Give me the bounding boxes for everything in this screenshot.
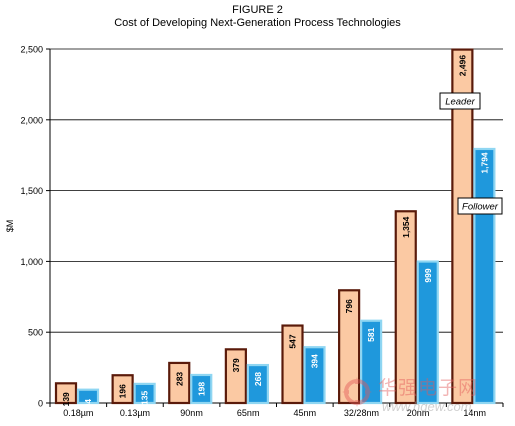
bar-leader (451, 48, 474, 405)
hqew-logo-icon (342, 377, 372, 407)
bar-leader (111, 374, 134, 405)
legend-box-follower (457, 197, 503, 215)
x-tick-label: 32/28nm (344, 408, 379, 418)
x-tick-label: 0.18µm (63, 408, 93, 418)
bar-follower (473, 147, 496, 405)
bar-follower (360, 319, 383, 405)
x-tick-label: 65nm (237, 408, 260, 418)
x-tick-label: 90nm (180, 408, 203, 418)
data-label-follower: 999 (423, 268, 433, 282)
data-label-leader: 547 (288, 334, 298, 348)
legend-box-leader (439, 92, 481, 110)
bar-follower (133, 382, 156, 405)
y-tick-label: 500 (28, 328, 43, 338)
y-tick-label: 0 (38, 399, 43, 409)
data-label-leader: 1,354 (401, 216, 411, 238)
y-tick-label: 2,000 (20, 115, 43, 125)
data-label-follower: 198 (196, 382, 206, 396)
bar-follower (76, 388, 100, 405)
y-tick-label: 1,000 (20, 257, 43, 267)
data-label-follower: 581 (366, 327, 376, 341)
data-label-follower: 394 (310, 354, 320, 368)
data-label-leader: 379 (231, 358, 241, 372)
watermark-url: www.hqew.com (382, 399, 472, 414)
bar-leader (54, 382, 78, 405)
figure-label: FIGURE 2 (232, 4, 283, 16)
data-label-leader: 796 (344, 299, 354, 313)
watermark: 华强电子网 www.hqew.com (340, 373, 515, 423)
legend-label-follower: Follower (462, 202, 499, 213)
x-tick-label: 14nm (463, 408, 486, 418)
y-axis-label: $M (5, 220, 15, 233)
x-tick-label: 20nm (407, 408, 430, 418)
data-label-leader: 2,496 (457, 55, 467, 77)
y-tick-label: 1,500 (20, 186, 43, 196)
data-label-leader: 196 (118, 384, 128, 398)
bar-leader (338, 289, 361, 405)
data-label-follower: 268 (253, 372, 263, 386)
data-label-follower: 135 (140, 391, 150, 405)
data-label-leader: 283 (174, 372, 184, 386)
bar-follower (303, 346, 326, 405)
x-tick-label: 45nm (294, 408, 317, 418)
y-tick-label: 2,500 (20, 45, 43, 55)
bar-follower (190, 373, 213, 405)
data-label-follower: 94 (83, 399, 93, 409)
chart-header: FIGURE 2 Cost of Developing Next-Generat… (0, 4, 515, 30)
bar-leader (224, 348, 247, 405)
chart-title: Cost of Developing Next-Generation Proce… (114, 17, 401, 29)
bar-leader (281, 324, 304, 405)
bar-leader (168, 361, 191, 405)
legend-label-leader: Leader (445, 97, 475, 108)
bar-leader (394, 210, 417, 405)
watermark-chinese-text: 华强电子网 (378, 377, 479, 399)
bar-follower (246, 363, 269, 405)
bar-follower (416, 260, 439, 405)
data-label-leader: 139 (61, 392, 71, 406)
x-tick-label: 0.13µm (120, 408, 150, 418)
data-label-follower: 1,794 (479, 152, 489, 174)
